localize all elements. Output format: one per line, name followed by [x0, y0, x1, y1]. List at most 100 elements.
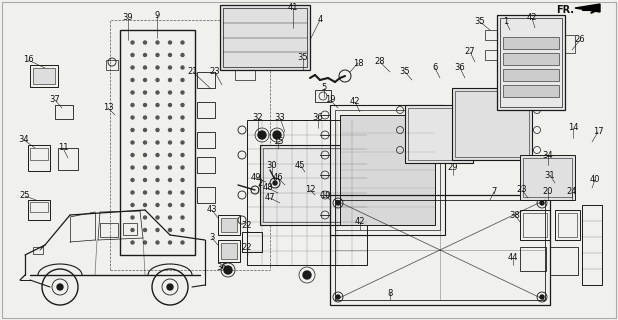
- Circle shape: [181, 179, 184, 181]
- Text: 43: 43: [206, 205, 218, 214]
- Text: 35: 35: [475, 18, 485, 27]
- Circle shape: [131, 154, 134, 156]
- Circle shape: [143, 116, 146, 119]
- Text: 47: 47: [265, 194, 275, 203]
- Circle shape: [57, 284, 63, 290]
- Text: 29: 29: [448, 164, 459, 172]
- Text: 34: 34: [543, 150, 553, 159]
- Text: 9: 9: [154, 11, 159, 20]
- Text: 24: 24: [567, 188, 577, 196]
- Circle shape: [181, 78, 184, 82]
- Text: 35: 35: [400, 68, 410, 76]
- Circle shape: [169, 41, 172, 44]
- Circle shape: [131, 141, 134, 144]
- Bar: [503, 69, 559, 81]
- Bar: [30, 202, 48, 212]
- Circle shape: [169, 154, 172, 156]
- Bar: [405, 105, 473, 163]
- Circle shape: [258, 131, 266, 139]
- Text: 23: 23: [517, 186, 527, 195]
- Bar: [550, 247, 578, 275]
- Text: 8: 8: [387, 289, 392, 298]
- Text: 38: 38: [510, 211, 520, 220]
- Bar: [220, 5, 310, 70]
- Circle shape: [224, 266, 232, 274]
- Circle shape: [131, 116, 134, 119]
- Circle shape: [169, 129, 172, 132]
- Circle shape: [156, 141, 159, 144]
- Circle shape: [169, 228, 172, 231]
- Bar: [340, 115, 435, 225]
- Circle shape: [131, 241, 134, 244]
- Text: 36: 36: [217, 263, 227, 273]
- Bar: [263, 148, 347, 222]
- Circle shape: [156, 41, 159, 44]
- Circle shape: [143, 166, 146, 169]
- Bar: [197, 157, 215, 173]
- Circle shape: [169, 116, 172, 119]
- Circle shape: [156, 241, 159, 244]
- Circle shape: [336, 295, 340, 299]
- Text: 32: 32: [253, 114, 263, 123]
- Circle shape: [131, 41, 134, 44]
- Circle shape: [143, 103, 146, 107]
- Circle shape: [169, 241, 172, 244]
- Bar: [106, 60, 118, 70]
- Text: 15: 15: [273, 138, 283, 147]
- Bar: [503, 37, 559, 49]
- Bar: [558, 213, 577, 237]
- Circle shape: [181, 228, 184, 231]
- Bar: [110, 20, 270, 270]
- Circle shape: [169, 78, 172, 82]
- Text: 37: 37: [49, 95, 61, 105]
- Text: 34: 34: [19, 135, 29, 145]
- Bar: [500, 18, 562, 107]
- Text: 35: 35: [298, 53, 308, 62]
- Circle shape: [181, 53, 184, 57]
- Circle shape: [181, 216, 184, 219]
- Text: 39: 39: [123, 13, 133, 22]
- Circle shape: [156, 228, 159, 231]
- Circle shape: [131, 204, 134, 206]
- Circle shape: [131, 191, 134, 194]
- Circle shape: [181, 103, 184, 107]
- Text: 1: 1: [504, 18, 509, 27]
- Circle shape: [169, 191, 172, 194]
- Bar: [197, 72, 215, 88]
- Text: 2: 2: [257, 179, 263, 188]
- Bar: [197, 132, 215, 148]
- Text: 28: 28: [375, 58, 385, 67]
- Bar: [520, 155, 575, 200]
- Bar: [497, 15, 565, 110]
- Circle shape: [131, 53, 134, 57]
- Bar: [247, 120, 367, 265]
- Circle shape: [156, 204, 159, 206]
- Circle shape: [273, 181, 277, 185]
- Text: 33: 33: [274, 114, 286, 123]
- Bar: [221, 243, 237, 259]
- Circle shape: [143, 91, 146, 94]
- Circle shape: [181, 41, 184, 44]
- Circle shape: [131, 66, 134, 69]
- Circle shape: [131, 179, 134, 181]
- Circle shape: [131, 228, 134, 231]
- Circle shape: [181, 166, 184, 169]
- Circle shape: [169, 103, 172, 107]
- Text: 11: 11: [57, 143, 68, 153]
- Circle shape: [156, 129, 159, 132]
- Circle shape: [143, 66, 146, 69]
- Circle shape: [169, 166, 172, 169]
- Bar: [197, 102, 215, 118]
- Text: 31: 31: [544, 171, 556, 180]
- Text: 7: 7: [491, 188, 497, 196]
- Bar: [235, 70, 255, 80]
- Text: 49: 49: [251, 173, 261, 182]
- Polygon shape: [575, 4, 600, 12]
- Text: FR.: FR.: [556, 5, 574, 15]
- Bar: [485, 30, 497, 40]
- Circle shape: [143, 141, 146, 144]
- Text: 40: 40: [590, 175, 600, 185]
- Bar: [28, 145, 50, 171]
- Text: 5: 5: [321, 84, 327, 92]
- Bar: [520, 247, 546, 271]
